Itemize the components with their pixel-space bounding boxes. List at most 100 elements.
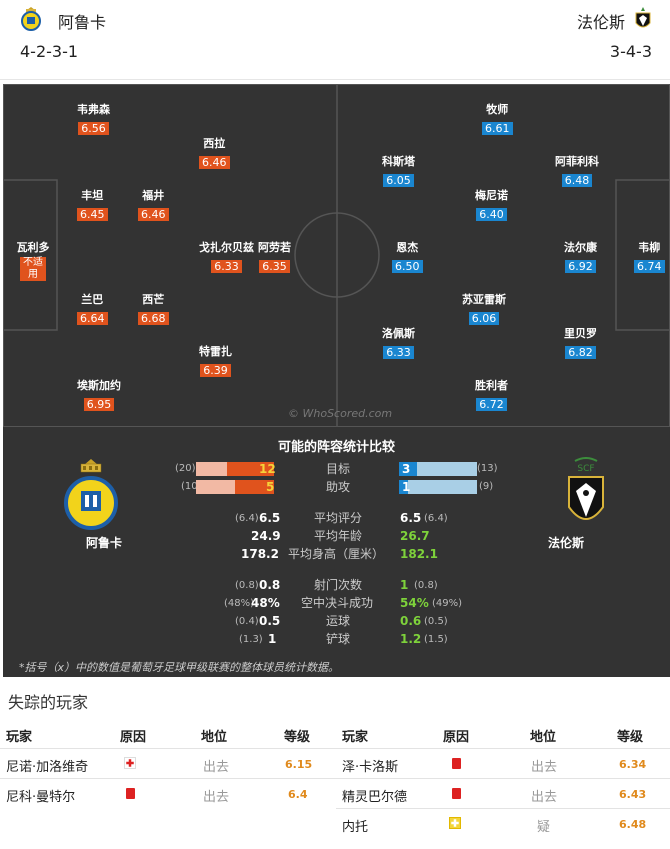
stat-label: 平均评分 (314, 511, 363, 525)
home-team-name[interactable]: 阿鲁卡 (58, 13, 107, 32)
away-player[interactable]: 阿菲利科 6.48 (555, 155, 599, 187)
stat-label: 平均年龄 (314, 529, 363, 543)
stat-label: 平均身高（厘米） (288, 547, 385, 561)
away-player[interactable]: 牧师 6.61 (482, 103, 513, 136)
home-assists-value: 5 (266, 480, 275, 494)
player-rating: 6.61 (482, 122, 513, 135)
player-rating: 6.35 (259, 260, 290, 273)
home-player[interactable]: 西拉 6.46 (199, 137, 230, 170)
away-team-name[interactable]: 法伦斯 (576, 13, 625, 32)
home-goals-value: 12 (259, 462, 276, 476)
home-player[interactable]: 阿劳若 6.35 (258, 241, 291, 273)
divider (336, 778, 670, 779)
player-rating: 6.95 (83, 398, 115, 411)
red-card-icon (452, 788, 461, 799)
home-player[interactable]: 埃斯加约 6.95 (77, 379, 121, 411)
home-goals-bar (227, 462, 274, 476)
away-player[interactable]: 韦柳 6.74 (634, 241, 665, 274)
header-rating: 等级 (284, 730, 311, 745)
doubtful-icon (449, 817, 461, 829)
missing-player-name[interactable]: 尼诺·加洛维奇 (6, 760, 89, 775)
away-player[interactable]: 里贝罗 6.82 (564, 327, 597, 359)
player-rating: 6.39 (200, 364, 231, 377)
header-player: 玩家 (342, 730, 369, 745)
away-player[interactable]: 恩杰 6.50 (392, 241, 423, 274)
away-goals-bar-track (399, 462, 477, 476)
header-reason: 原因 (443, 730, 470, 745)
player-rating: 6.46 (199, 156, 230, 169)
missing-player-name[interactable]: 泽·卡洛斯 (342, 760, 399, 775)
footnote: *括号（x）中的数值是葡萄牙足球甲级联赛的整体球员统计数据。 (19, 661, 340, 674)
player-rating: 6.45 (77, 208, 108, 221)
home-player[interactable]: 兰巴 6.64 (77, 293, 108, 326)
home-player[interactable]: 瓦利多 不适用 (16, 241, 50, 281)
home-team-crest-icon (21, 7, 41, 31)
injury-icon (124, 757, 136, 769)
away-formation: 3-4-3 (609, 42, 652, 61)
away-goals-value: 3 (402, 462, 411, 476)
player-rating: 不适用 (20, 257, 46, 281)
home-player[interactable]: 戈扎尔贝兹 6.33 (199, 241, 254, 273)
player-rating: 6.68 (138, 312, 169, 325)
player-rating: 6.92 (565, 260, 596, 273)
home-team-label[interactable]: 阿鲁卡 (86, 536, 123, 550)
missing-player-name[interactable]: 精灵巴尔德 (342, 790, 408, 805)
home-player[interactable]: 福井 6.46 (138, 189, 169, 222)
watermark: © WhoScored.com (288, 407, 393, 420)
away-team-label[interactable]: 法伦斯 (548, 536, 585, 550)
away-assists-bar (399, 480, 408, 494)
away-player[interactable]: 洛佩斯 6.33 (382, 327, 415, 359)
player-rating: 6.64 (77, 312, 108, 325)
red-card-icon (452, 758, 461, 769)
header-rating: 等级 (617, 730, 644, 745)
home-player[interactable]: 西芒 6.68 (138, 293, 169, 326)
player-rating: 6.06 (468, 312, 500, 325)
home-formation: 4-2-3-1 (20, 42, 79, 61)
stat-label: 铲球 (326, 632, 351, 646)
home-player[interactable]: 韦弗森 6.56 (77, 103, 110, 135)
divider (0, 778, 336, 779)
header-player: 玩家 (6, 730, 33, 745)
player-rating: 6.50 (392, 260, 423, 273)
match-header: 阿鲁卡 4-2-3-1 法伦斯 3-4-3 (0, 0, 670, 80)
header-position: 地位 (530, 730, 557, 745)
player-rating: 6.74 (634, 260, 665, 273)
stat-label: 射门次数 (314, 578, 363, 592)
home-player[interactable]: 丰坦 6.45 (77, 189, 108, 222)
home-assists-bar (235, 480, 274, 494)
player-rating: 6.82 (565, 346, 596, 359)
player-rating: 6.33 (211, 260, 242, 273)
away-assists-value: 1 (402, 480, 411, 494)
away-player[interactable]: 胜利者 6.72 (475, 379, 508, 411)
pitch: 韦弗森 6.56 西拉 6.46 丰坦 6.45 福井 6.46 瓦利多 不适用… (3, 84, 670, 427)
missing-player-name[interactable]: 内托 (342, 820, 369, 835)
player-rating: 6.72 (476, 398, 507, 411)
red-card-icon (126, 788, 135, 799)
away-goals-bar (399, 462, 417, 476)
missing-player-name[interactable]: 尼科·曼特尔 (6, 790, 76, 805)
away-player[interactable]: 法尔康 6.92 (564, 241, 597, 273)
player-rating: 6.46 (138, 208, 169, 221)
away-player[interactable]: 科斯塔 6.05 (382, 155, 415, 187)
away-team-crest-icon[interactable]: SCF (563, 457, 609, 535)
player-rating: 6.40 (476, 208, 507, 221)
lineup-comparison: 可能的阵容统计比较 阿鲁卡 SCF 法伦斯 (20) 12 目标 3 (13) … (3, 427, 670, 677)
player-rating: 6.33 (383, 346, 414, 359)
divider (336, 808, 670, 809)
player-rating: 6.05 (383, 174, 414, 187)
home-player[interactable]: 特雷扎 6.39 (199, 345, 232, 377)
svg-text:SCF: SCF (577, 464, 594, 474)
stat-label: 助攻 (326, 480, 351, 494)
away-assists-bar-track (399, 480, 477, 494)
stat-label: 运球 (326, 614, 351, 628)
away-player[interactable]: 梅尼诺 6.40 (475, 189, 508, 221)
player-rating: 6.56 (78, 122, 109, 135)
home-team-crest-icon[interactable] (64, 457, 118, 537)
stat-label: 目标 (326, 462, 351, 476)
away-player[interactable]: 苏亚雷斯 6.06 (462, 293, 506, 325)
away-team-crest-icon (635, 7, 651, 28)
header-position: 地位 (201, 730, 228, 745)
missing-players-title: 失踪的玩家 (8, 693, 89, 712)
stat-label: 空中决斗成功 (301, 596, 374, 610)
comparison-title: 可能的阵容统计比较 (277, 440, 395, 455)
